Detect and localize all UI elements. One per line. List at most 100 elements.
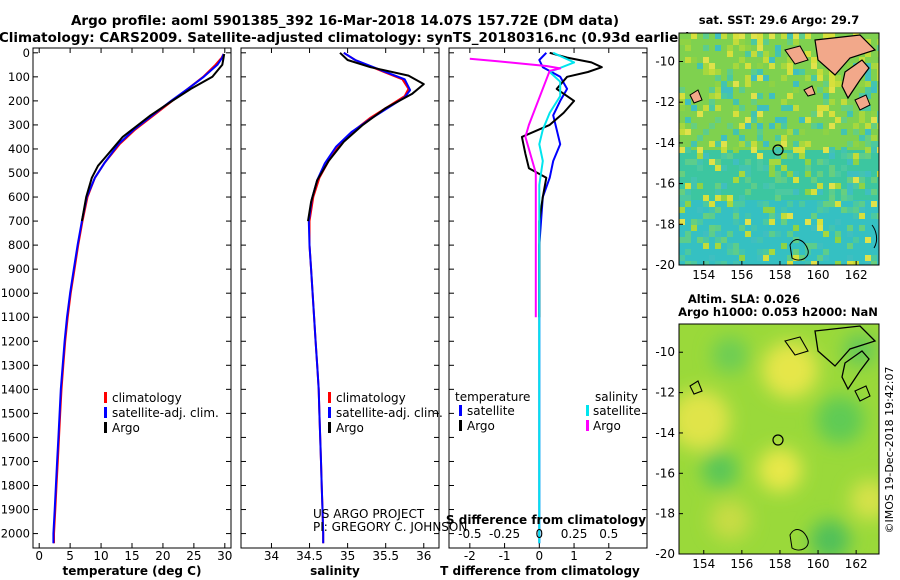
sst-cell [733,33,739,39]
argo-location-marker [772,144,784,156]
sst-cell [787,171,793,177]
series-argo [307,52,425,222]
sst-cell [721,153,727,159]
sst-cell [763,141,769,147]
sst-cell [853,201,859,207]
sst-cell [817,201,823,207]
sst-cell [733,99,739,105]
salinity-pressure-ticks [241,52,439,535]
sst-cell [745,75,751,81]
sst-cell [709,63,715,69]
sst-cell [715,189,721,195]
sst-cell [679,237,685,243]
x-tick-label: 0 [535,549,543,563]
sst-cell [871,255,877,261]
sst-cell [793,39,799,45]
sst-map-image [679,33,879,265]
sst-cell [775,177,781,183]
sst-cell [817,219,823,225]
difference-panel-frame [448,47,648,549]
sst-cell [817,87,823,93]
sst-cell [823,93,829,99]
sst-cell [811,225,817,231]
sst-cell [751,183,757,189]
x-tick-label: -1 [499,549,511,563]
salinity-xlabel: salinity [310,564,360,578]
sst-cell [757,33,763,39]
title-line-2: Climatology: CARS2009. Satellite-adjuste… [0,30,691,46]
sst-cell [847,141,853,147]
sst-cell [697,237,703,243]
sst-cell [709,87,715,93]
sst-cell [721,165,727,171]
legend-swatch-s-satellite [586,405,589,416]
sst-cell [751,117,757,123]
y-tick-label: 1600 [1,430,30,444]
sst-cell [787,33,793,39]
argo-location-marker-sla [772,434,784,446]
legend-label-argo: Argo [336,421,364,435]
sst-cell [805,33,811,39]
salinity-legend: climatology satellite-adj. clim. Argo [328,391,443,435]
sst-cell [829,171,835,177]
s-tick-label: -0.5 [458,527,481,541]
y-tick-label: 1300 [1,358,30,372]
legend-label-climatology: climatology [112,391,182,405]
sst-cell [685,249,691,255]
sst-cell [877,87,879,93]
sst-cell [685,231,691,237]
sst-cell [739,225,745,231]
sst-cell [859,207,865,213]
sst-cell [865,129,871,135]
sst-cell [775,51,781,57]
sst-cell [703,195,709,201]
sst-cell [871,147,877,153]
imos-watermark: ©IMOS 19-Dec-2018 19:42:07 [883,367,896,534]
sst-cell [715,105,721,111]
sst-cell [865,39,871,45]
sst-map: sat. SST: 29.6 Argo: 29.7 154 156 158 160 16… [655,13,880,282]
sst-cell [805,171,811,177]
sst-cell [715,261,721,265]
y-tick-label: 200 [8,94,30,108]
sst-cell [709,201,715,207]
sst-cell [781,117,787,123]
sst-cell [805,51,811,57]
sst-cell [853,177,859,183]
sst-cell [841,129,847,135]
sst-cell [877,219,879,225]
sst-cell [859,201,865,207]
sst-cell [715,45,721,51]
sst-cell [835,201,841,207]
sst-cell [775,159,781,165]
s-difference-ticks: -0.5 -0.25 0 0.25 0.5 [458,527,618,541]
legend-label-s-argo: Argo [593,419,621,433]
sst-cell [877,51,879,57]
sst-cell [829,75,835,81]
sst-cell [841,117,847,123]
sla-map-title-line-1: Altim. SLA: 0.026 [688,292,800,306]
sst-cell [709,99,715,105]
sst-cell [763,231,769,237]
sst-cell [877,123,879,129]
sst-cell [793,141,799,147]
sst-cell [811,189,817,195]
sst-cell [865,93,871,99]
sst-cell [847,225,853,231]
sst-cell [871,201,877,207]
sst-cell [877,45,879,51]
sst-cell [703,69,709,75]
y-tick-label: 700 [8,214,30,228]
sst-cell [745,51,751,57]
sst-cell [721,141,727,147]
sst-cell [847,177,853,183]
sst-cell [847,159,853,165]
sst-cell [679,207,685,213]
sst-cell [817,111,823,117]
sst-cell [823,255,829,261]
lat-tick-label: -18 [655,507,675,521]
difference-panel: -2 -1 0 1 2 -0.5 -0.25 0 0.25 0.5 S difference f… [440,47,648,578]
sst-cell [727,75,733,81]
sla-map-frame [678,323,880,555]
sst-cell [715,159,721,165]
